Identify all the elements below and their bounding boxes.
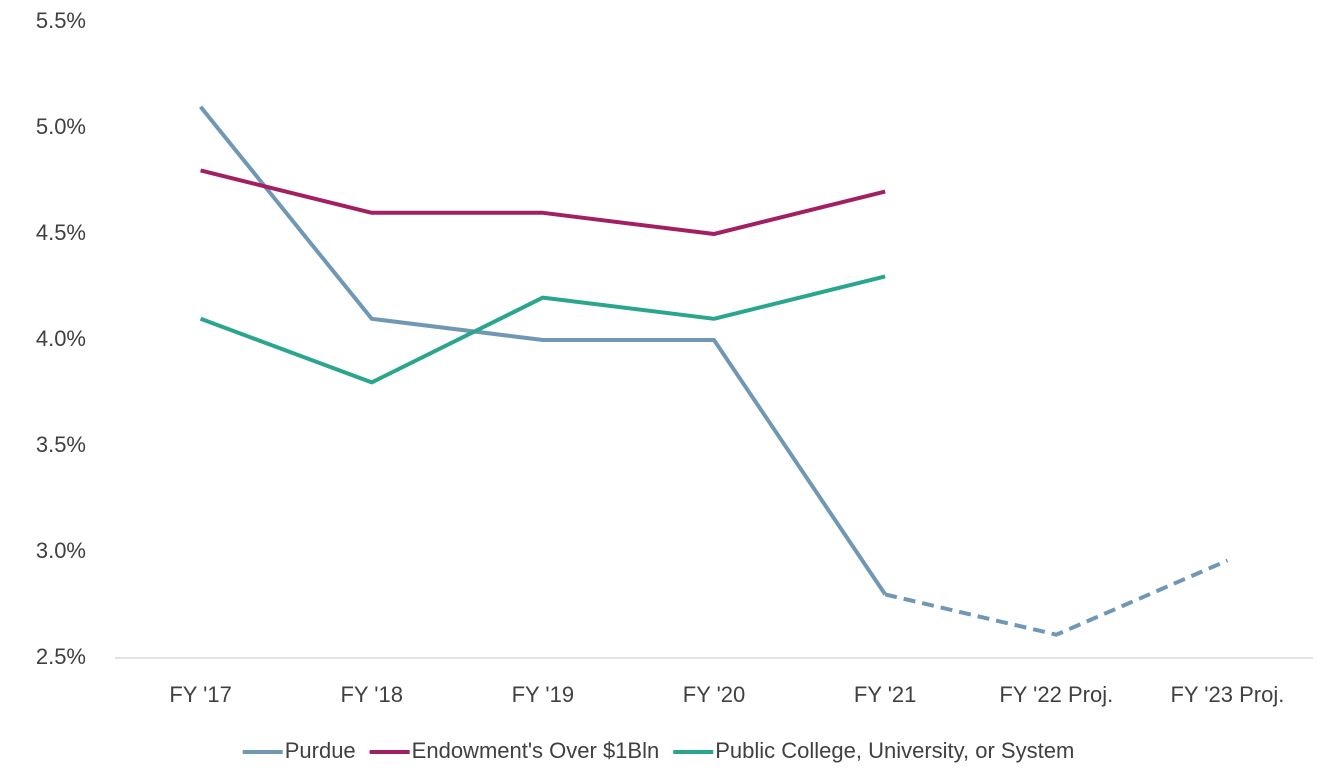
y-tick-label: 3.0% xyxy=(36,538,86,563)
line-series xyxy=(199,274,886,385)
legend-label: Endowment's Over $1Bln xyxy=(412,738,660,763)
legend-label: Public College, University, or System xyxy=(715,738,1074,763)
x-tick-label: FY '17 xyxy=(169,682,232,707)
y-tick-label: 4.5% xyxy=(36,220,86,245)
line-series xyxy=(884,558,1229,637)
x-tick-label: FY '20 xyxy=(683,682,746,707)
x-tick-label: FY '18 xyxy=(340,682,403,707)
line-series xyxy=(199,105,887,596)
x-tick-label: FY '22 Proj. xyxy=(999,682,1113,707)
y-tick-label: 3.5% xyxy=(36,432,86,457)
line-series xyxy=(200,168,886,236)
y-tick-label: 5.5% xyxy=(36,8,86,33)
x-tick-label: FY '23 Proj. xyxy=(1170,682,1284,707)
y-tick-label: 2.5% xyxy=(36,644,86,669)
x-tick-label: FY '19 xyxy=(512,682,575,707)
legend-label: Purdue xyxy=(285,738,356,763)
y-tick-label: 5.0% xyxy=(36,114,86,139)
x-tick-label: FY '21 xyxy=(854,682,917,707)
y-tick-label: 4.0% xyxy=(36,326,86,351)
